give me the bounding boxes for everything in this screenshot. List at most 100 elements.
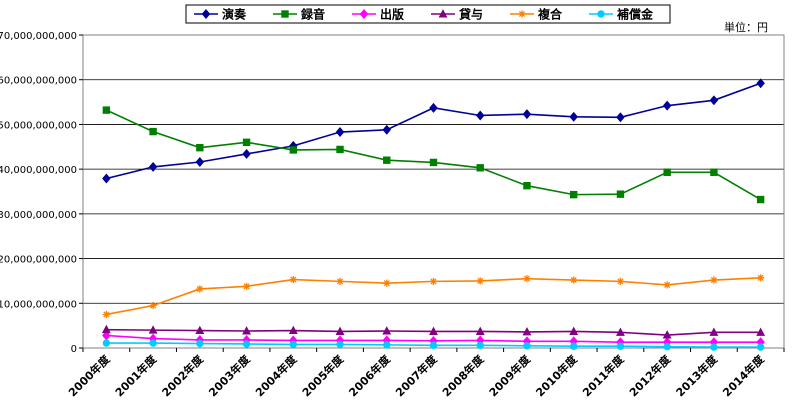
data-point xyxy=(242,148,251,159)
data-point xyxy=(756,195,765,204)
data-point xyxy=(663,281,671,289)
legend-item: 補償金 xyxy=(589,7,654,22)
legend-item: 出版 xyxy=(352,7,404,22)
data-point xyxy=(523,275,531,283)
data-point xyxy=(475,326,485,335)
legend-item: 貸与 xyxy=(431,7,483,22)
data-point xyxy=(476,341,484,350)
data-point xyxy=(438,9,448,18)
legend-label: 補償金 xyxy=(616,7,654,22)
data-point xyxy=(149,127,157,136)
unit-label: 単位：円 xyxy=(724,20,768,34)
data-point xyxy=(616,190,625,198)
data-point xyxy=(518,10,526,18)
data-point xyxy=(289,146,298,154)
legend-item: 録音 xyxy=(273,7,325,22)
data-point xyxy=(570,190,578,199)
data-point xyxy=(570,342,578,350)
y-tick-label: 50,000,000,000 xyxy=(0,120,77,131)
data-point xyxy=(383,279,391,287)
y-tick-label: 0 xyxy=(71,344,77,355)
data-point xyxy=(476,164,484,172)
data-point xyxy=(102,310,110,319)
data-point xyxy=(476,277,484,285)
legend: 演奏 録音 出版 貸与 複合 補償金 xyxy=(185,4,671,24)
data-point xyxy=(709,327,719,336)
series-lines xyxy=(101,78,766,351)
data-point xyxy=(201,9,211,19)
data-point xyxy=(336,340,344,349)
x-tick-label: 2005年度 xyxy=(299,352,347,400)
data-point xyxy=(616,327,625,336)
data-point xyxy=(289,275,297,284)
data-point xyxy=(663,342,671,351)
data-point xyxy=(196,143,204,152)
data-point xyxy=(195,325,205,335)
x-tick-label: 2010年度 xyxy=(533,352,581,400)
data-point xyxy=(570,276,578,284)
legend-item: 複合 xyxy=(510,7,563,22)
y-tick-label: 10,000,000,000 xyxy=(0,299,77,310)
data-point xyxy=(359,9,369,19)
x-tick-label: 2013年度 xyxy=(673,352,721,400)
data-point xyxy=(429,102,438,113)
data-point xyxy=(196,339,204,348)
x-tick-label: 2007年度 xyxy=(393,352,441,400)
data-point xyxy=(148,161,158,172)
x-tick-label: 2014年度 xyxy=(720,352,768,400)
legend-label: 複合 xyxy=(537,7,563,22)
data-point xyxy=(102,106,111,114)
legend-box xyxy=(185,4,671,24)
legend-label: 録音 xyxy=(301,7,325,22)
series xyxy=(101,324,766,339)
data-point xyxy=(756,343,765,351)
data-point xyxy=(429,341,438,350)
data-point xyxy=(663,168,671,176)
data-point xyxy=(101,324,111,334)
plot-area-border xyxy=(82,34,785,349)
series xyxy=(102,339,765,351)
data-point xyxy=(523,342,531,350)
y-tick-label: 60,000,000,000 xyxy=(0,76,77,87)
data-point xyxy=(662,330,672,339)
legend-item: 演奏 xyxy=(194,7,247,22)
x-tick-label: 2001年度 xyxy=(112,352,160,400)
data-point xyxy=(522,327,532,336)
series xyxy=(102,106,765,204)
y-tick-label: 70,000,000,000 xyxy=(0,31,77,42)
data-point xyxy=(149,339,157,347)
data-point xyxy=(102,173,111,184)
x-tick-label: 2008年度 xyxy=(439,352,487,400)
data-point xyxy=(616,277,625,285)
data-point xyxy=(242,138,251,147)
data-point xyxy=(196,285,204,293)
data-point xyxy=(569,326,579,335)
data-point xyxy=(429,277,438,285)
data-point xyxy=(616,342,625,350)
x-tick-label: 2003年度 xyxy=(206,352,254,400)
data-point xyxy=(281,10,289,18)
data-point xyxy=(756,327,766,336)
data-point xyxy=(195,157,205,167)
data-point xyxy=(242,326,251,335)
data-point xyxy=(383,341,391,349)
data-point xyxy=(757,274,765,282)
x-tick-label: 2009年度 xyxy=(486,352,534,400)
data-point xyxy=(569,111,578,122)
series xyxy=(102,274,765,319)
data-point xyxy=(662,100,672,111)
data-point xyxy=(336,145,344,154)
data-point xyxy=(523,181,531,190)
data-point xyxy=(429,158,438,167)
series-line xyxy=(106,109,762,201)
legend-label: 演奏 xyxy=(222,7,247,22)
data-point xyxy=(597,10,605,18)
y-tick-label: 40,000,000,000 xyxy=(0,165,77,176)
x-tick-label: 2004年度 xyxy=(252,352,300,400)
data-point xyxy=(383,156,391,164)
data-point xyxy=(335,326,345,335)
data-point xyxy=(522,109,532,120)
data-point xyxy=(148,325,158,334)
gridlines xyxy=(83,79,784,304)
